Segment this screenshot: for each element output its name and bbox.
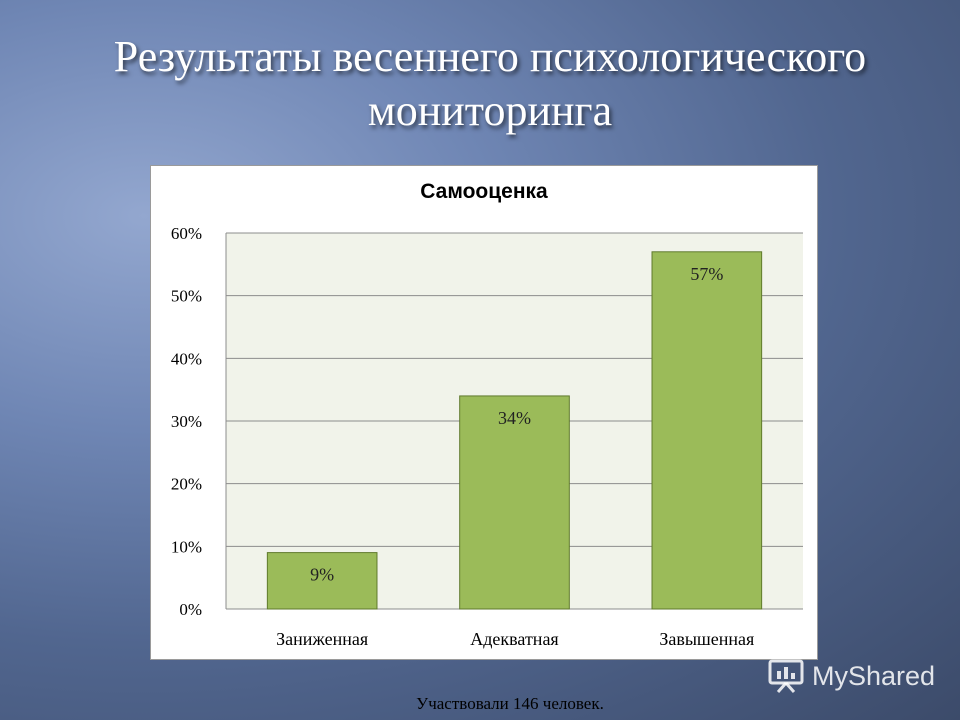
data-label: 57% xyxy=(690,264,723,284)
y-tick-label: 60% xyxy=(171,224,202,243)
y-tick-label: 30% xyxy=(171,412,202,431)
presentation-board-icon xyxy=(768,659,804,693)
x-category-label: Заниженная xyxy=(276,629,368,649)
watermark-logo: MyShared xyxy=(768,656,935,696)
y-tick-label: 20% xyxy=(171,475,202,494)
bar xyxy=(651,251,763,610)
data-label: 9% xyxy=(310,565,334,585)
x-category-label: Завышенная xyxy=(659,629,754,649)
y-tick-label: 10% xyxy=(171,537,202,556)
data-label: 34% xyxy=(498,408,531,428)
bar-chart: 0% 10% 20% 30% 40% 50% 60% 9% Заниженная 34% Адекв… xyxy=(171,224,803,649)
bar xyxy=(266,552,378,610)
y-tick-label: 50% xyxy=(171,287,202,306)
participants-note: Участвовали 146 человек. xyxy=(416,694,604,713)
watermark-text: MyShared xyxy=(812,660,936,691)
chart-container: 0% 10% 20% 30% 40% 50% 60% 9% Заниженная 34% Адекв… xyxy=(150,165,818,660)
bar xyxy=(459,395,570,610)
y-tick-label: 0% xyxy=(179,600,202,619)
slide-title: Результаты весеннего психологического мо… xyxy=(113,32,867,135)
chart-title: Самооценка xyxy=(420,180,548,203)
x-category-label: Адекватная xyxy=(470,629,558,649)
y-tick-label: 40% xyxy=(171,349,202,368)
